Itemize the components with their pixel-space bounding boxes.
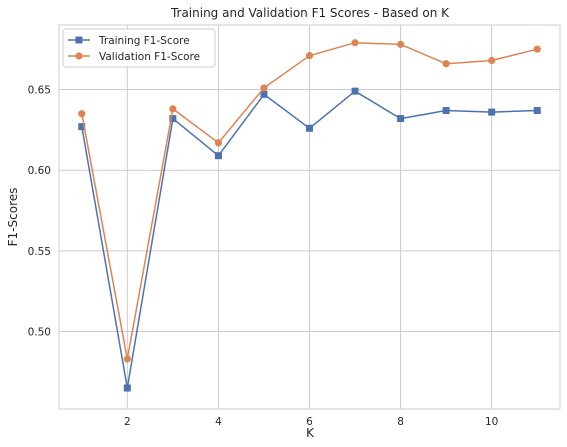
data-point xyxy=(488,56,496,65)
series-validation xyxy=(78,39,541,363)
x-tick-label: 4 xyxy=(215,416,222,428)
plot-frame xyxy=(58,24,561,410)
x-tick-label: 2 xyxy=(124,416,131,428)
data-point xyxy=(260,84,268,92)
y-tick-label: 0.65 xyxy=(28,85,51,97)
y-tick-label: 0.50 xyxy=(28,327,51,339)
data-point xyxy=(123,384,131,392)
data-point xyxy=(396,40,405,48)
data-point xyxy=(260,90,268,98)
data-point xyxy=(351,87,359,95)
y-tick-label: 0.60 xyxy=(28,165,51,177)
y-tick-labels: 0.50 0.55 0.60 0.65 xyxy=(28,85,51,339)
grid xyxy=(59,25,560,409)
data-point xyxy=(169,105,177,113)
legend: Training F1-Score Validation F1-Score xyxy=(62,28,216,68)
chart-title: Training and Validation F1 Scores - Base… xyxy=(170,6,450,20)
data-point xyxy=(397,115,405,123)
data-point xyxy=(123,355,131,363)
data-point xyxy=(533,107,541,115)
data-point xyxy=(533,45,541,53)
x-tick-label: 8 xyxy=(397,416,404,428)
axes xyxy=(58,24,561,410)
x-tick-labels: 2 4 6 8 10 xyxy=(124,416,498,428)
data-point xyxy=(214,139,223,147)
data-point xyxy=(442,107,450,115)
series-training xyxy=(78,87,541,392)
data-point xyxy=(169,115,177,123)
legend-item: Validation F1-Score xyxy=(68,51,200,63)
legend-label: Validation F1-Score xyxy=(99,51,200,63)
data-point xyxy=(442,60,450,68)
data-point xyxy=(214,152,222,160)
y-axis-label: F1-Scores xyxy=(6,188,20,247)
x-tick-label: 10 xyxy=(485,416,498,428)
data-point xyxy=(488,108,496,116)
x-axis-label: K xyxy=(306,426,315,440)
data-point xyxy=(78,123,86,131)
legend-marker xyxy=(75,36,83,44)
legend-marker xyxy=(75,52,83,60)
x-tick-label: 6 xyxy=(306,416,313,428)
data-point xyxy=(305,52,314,60)
data-point xyxy=(78,110,86,118)
legend-label: Training F1-Score xyxy=(98,35,190,47)
y-tick-label: 0.55 xyxy=(28,246,51,258)
legend-item: Training F1-Score xyxy=(68,35,190,47)
data-point xyxy=(351,39,359,47)
series-layer xyxy=(78,39,541,392)
data-point xyxy=(306,124,313,132)
legend-box xyxy=(62,28,216,68)
